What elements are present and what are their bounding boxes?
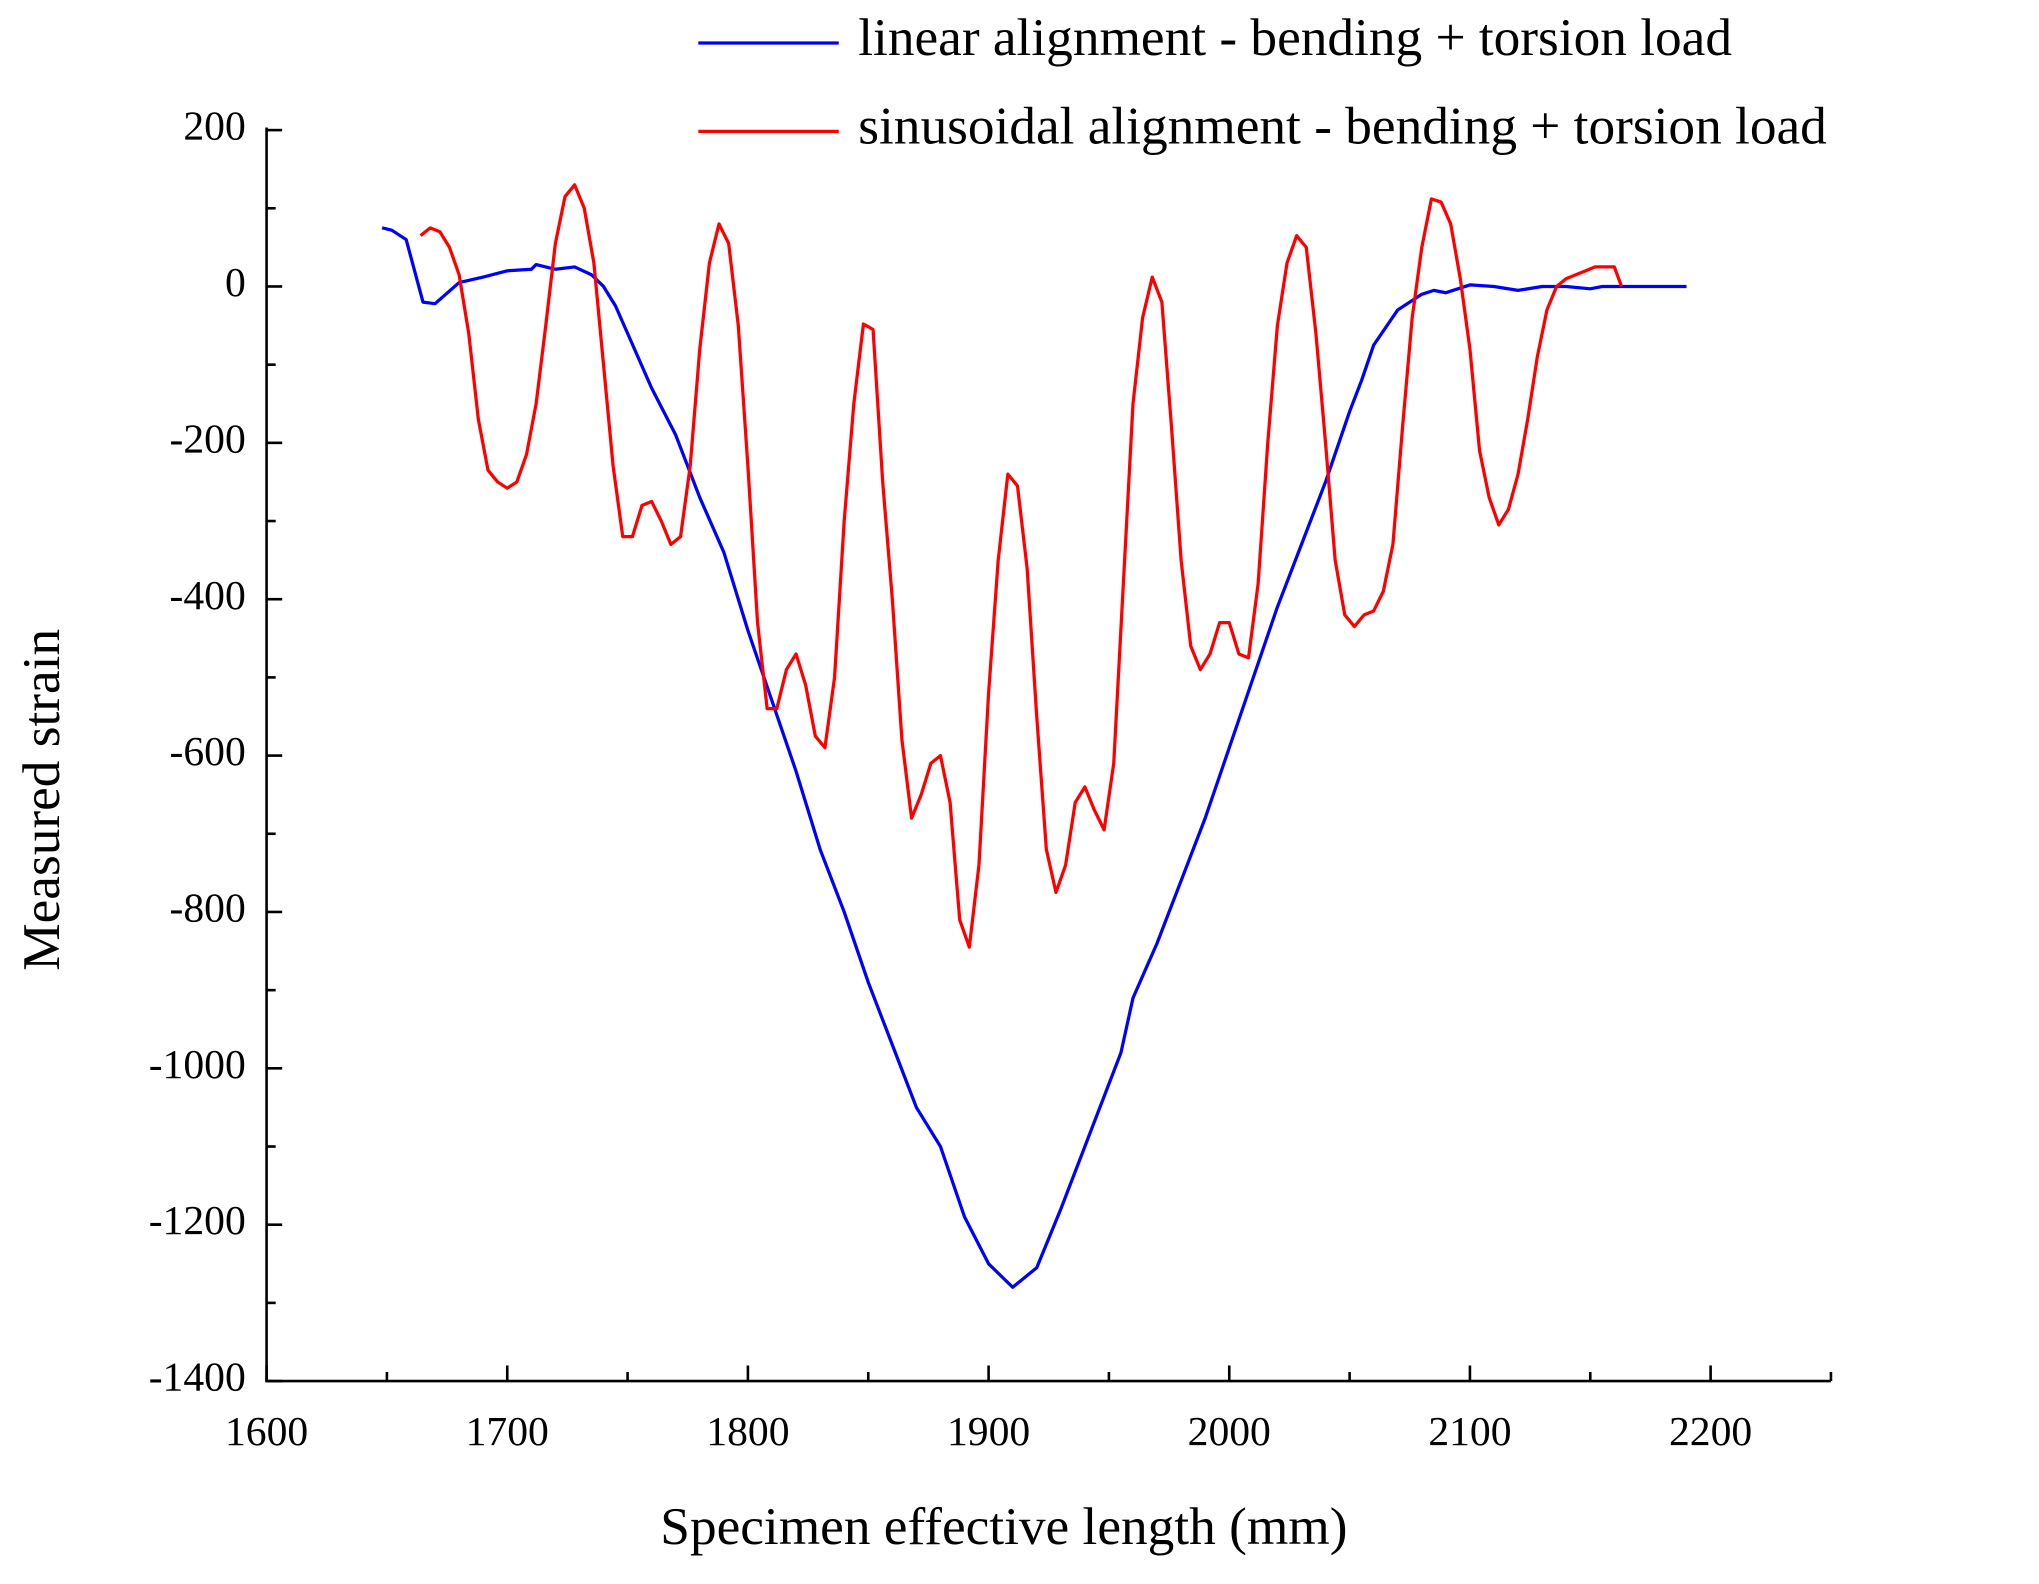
- x-tick-label: 1700: [466, 1409, 549, 1455]
- y-tick-label: -200: [169, 416, 245, 462]
- y-tick-label: -400: [169, 573, 245, 619]
- x-tick-label: 1800: [706, 1409, 789, 1455]
- y-tick-label: -600: [169, 729, 245, 775]
- legend-label: linear alignment - bending + torsion loa…: [858, 7, 1732, 67]
- x-tick-label: 1600: [225, 1409, 308, 1455]
- x-tick-label: 2100: [1428, 1409, 1511, 1455]
- y-tick-label: -800: [169, 886, 245, 932]
- y-tick-label: 0: [225, 260, 246, 306]
- y-tick-label: -1000: [149, 1042, 246, 1088]
- x-tick-label: 1900: [947, 1409, 1030, 1455]
- x-tick-label: 2000: [1188, 1409, 1271, 1455]
- x-axis-label: Specimen effective length (mm): [660, 1496, 1347, 1556]
- y-axis-label: Measured strain: [11, 629, 71, 971]
- data-line: [381, 226, 1687, 1289]
- y-tick-label: -1200: [149, 1198, 246, 1244]
- legend-label: sinusoidal alignment - bending + torsion…: [858, 96, 1827, 156]
- data-line: [419, 183, 1624, 949]
- x-tick-label: 2200: [1669, 1409, 1752, 1455]
- y-tick-label: -1400: [149, 1355, 246, 1401]
- y-tick-label: 200: [183, 104, 245, 150]
